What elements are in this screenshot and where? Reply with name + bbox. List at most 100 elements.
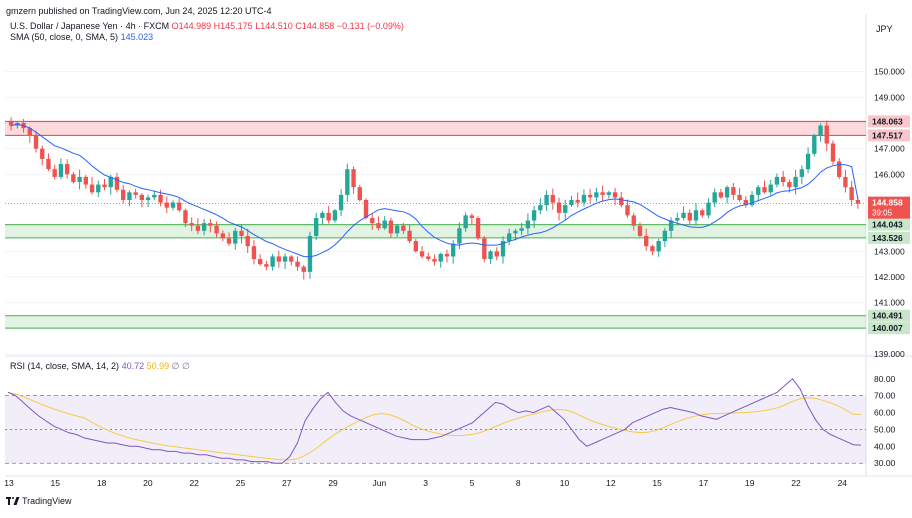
candle-down xyxy=(619,197,624,206)
candle-down xyxy=(189,223,194,226)
candle-up xyxy=(513,230,518,234)
candle-up xyxy=(332,210,338,221)
time-tick-label: 18 xyxy=(97,478,107,488)
candle-down xyxy=(164,202,169,208)
candle-up xyxy=(525,220,531,229)
candle-down xyxy=(326,212,331,221)
candlestick-series xyxy=(8,117,861,280)
candle-down xyxy=(40,148,45,159)
candle-down xyxy=(276,256,282,262)
candle-down xyxy=(762,187,767,193)
support-zone xyxy=(5,315,866,329)
price-tick-label: 146.000 xyxy=(874,169,905,179)
candle-down xyxy=(214,225,219,234)
candle-up xyxy=(320,212,325,218)
candle-up xyxy=(394,225,400,234)
candle-down xyxy=(89,184,95,193)
candle-down xyxy=(855,200,861,204)
time-tick-label: 29 xyxy=(328,478,338,488)
candle-up xyxy=(58,164,64,177)
candle-down xyxy=(245,235,250,247)
candle-up xyxy=(282,256,288,262)
candle-down xyxy=(780,176,786,183)
candle-up xyxy=(233,230,238,244)
candle-down xyxy=(8,121,14,126)
tradingview-footer[interactable]: TradingView xyxy=(6,496,72,506)
candle-up xyxy=(656,241,661,252)
candle-up xyxy=(768,184,773,193)
ohlc-open: O144.989 xyxy=(171,21,212,31)
candle-down xyxy=(731,187,736,195)
candle-up xyxy=(507,233,512,242)
price-tick-label: 143.000 xyxy=(874,246,905,256)
rsi-tick-label: 70.00 xyxy=(874,391,896,401)
rsi-ma-line xyxy=(7,391,862,461)
zone-price-badge xyxy=(868,309,910,322)
zone-price-label: 143.526 xyxy=(872,233,903,243)
time-tick-label: 19 xyxy=(745,478,755,488)
candle-up xyxy=(538,205,543,211)
candle-up xyxy=(749,194,755,206)
candle-down xyxy=(177,202,182,211)
ohlc-high: H145.175 xyxy=(213,21,253,31)
candle-down xyxy=(83,176,89,185)
candle-down xyxy=(413,241,419,252)
candle-up xyxy=(756,187,761,195)
rsi-label: RSI (14, close, SMA, 14, 2) xyxy=(10,361,120,371)
candle-down xyxy=(575,200,580,203)
candle-down xyxy=(849,187,854,200)
currency-label[interactable]: JPY xyxy=(876,24,893,34)
tradingview-logo-icon xyxy=(6,497,20,505)
last-price-badge xyxy=(868,196,910,219)
footer-brand: TradingView xyxy=(22,496,72,506)
candle-up xyxy=(774,176,780,185)
time-tick-label: 24 xyxy=(838,478,848,488)
sma-label: SMA (50, close, 0, SMA, 5) xyxy=(10,32,119,42)
time-tick-label: 8 xyxy=(516,478,521,488)
candle-down xyxy=(830,143,836,162)
time-tick-label: 22 xyxy=(791,478,801,488)
candle-down xyxy=(587,194,593,198)
candle-down xyxy=(357,187,362,200)
candle-up xyxy=(500,241,506,257)
time-tick-label: 5 xyxy=(470,478,475,488)
candle-down xyxy=(631,215,636,226)
candle-down xyxy=(64,164,70,175)
candle-up xyxy=(693,210,699,221)
candle-down xyxy=(787,182,792,188)
candle-up xyxy=(338,194,344,211)
candle-down xyxy=(650,246,655,252)
candle-down xyxy=(612,192,618,198)
candle-down xyxy=(700,210,705,216)
candle-up xyxy=(581,194,587,203)
candle-up xyxy=(662,230,668,242)
rsi-legend[interactable]: RSI (14, close, SMA, 14, 2) 40.72 50.99 … xyxy=(10,361,190,372)
candle-down xyxy=(102,184,107,188)
candle-up xyxy=(96,184,101,193)
candle-up xyxy=(345,169,350,195)
symbol-legend[interactable]: U.S. Dollar / Japanese Yen · 4h · FXCM O… xyxy=(10,21,404,31)
price-grid xyxy=(5,71,866,355)
candle-down xyxy=(469,215,475,218)
zone-price-badge xyxy=(868,231,910,244)
candle-down xyxy=(195,225,201,231)
rsi-tick-label: 40.00 xyxy=(874,441,896,451)
time-tick-label: 20 xyxy=(143,478,153,488)
candle-up xyxy=(488,251,493,260)
candle-down xyxy=(426,256,431,260)
sma-value: 145.023 xyxy=(120,32,154,42)
candle-up xyxy=(712,192,717,203)
candle-up xyxy=(270,256,275,267)
candle-down xyxy=(27,128,32,136)
candle-down xyxy=(444,253,450,257)
candle-up xyxy=(569,200,574,206)
candle-down xyxy=(370,217,375,224)
rsi-extra-2: ∅ xyxy=(182,361,190,371)
candle-up xyxy=(201,223,207,231)
candle-down xyxy=(363,200,369,218)
price-tick-label: 139.000 xyxy=(874,349,905,359)
sma-legend[interactable]: SMA (50, close, 0, SMA, 5) 145.023 xyxy=(10,32,153,42)
candle-down xyxy=(737,194,742,200)
